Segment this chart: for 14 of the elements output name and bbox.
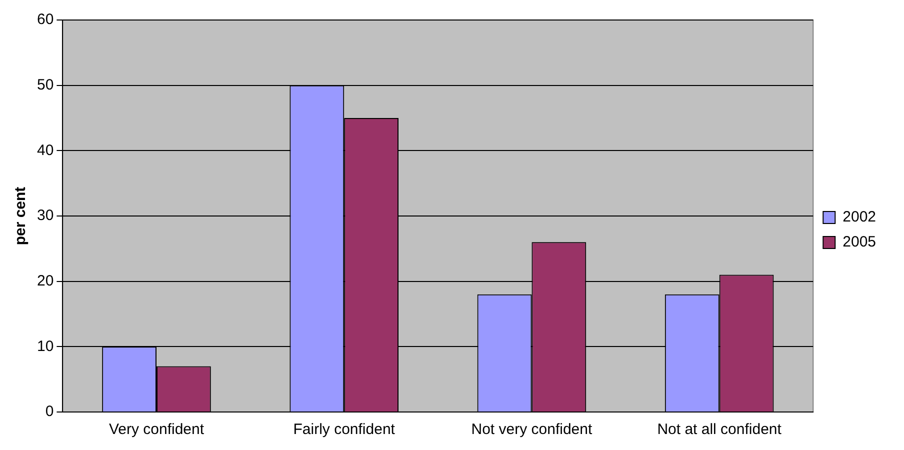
y-tick-label: 60 [36,11,54,28]
y-axis-title: per cent [12,186,30,246]
y-tick-label: 30 [36,207,54,224]
y-tick-label: 40 [36,142,54,159]
legend-label: 2002 [842,208,876,226]
x-tick-label: Not very confident [471,421,593,438]
x-tick-label: Not at all confident [657,421,782,438]
y-tick-label: 0 [45,403,54,420]
x-tick-label: Very confident [108,421,205,438]
x-tick-label: Fairly confident [293,421,396,438]
y-tick-label: 10 [36,338,54,355]
y-tick-label: 50 [36,76,54,94]
y-tick-label: 20 [36,272,54,290]
legend-label: 2005 [842,234,876,251]
